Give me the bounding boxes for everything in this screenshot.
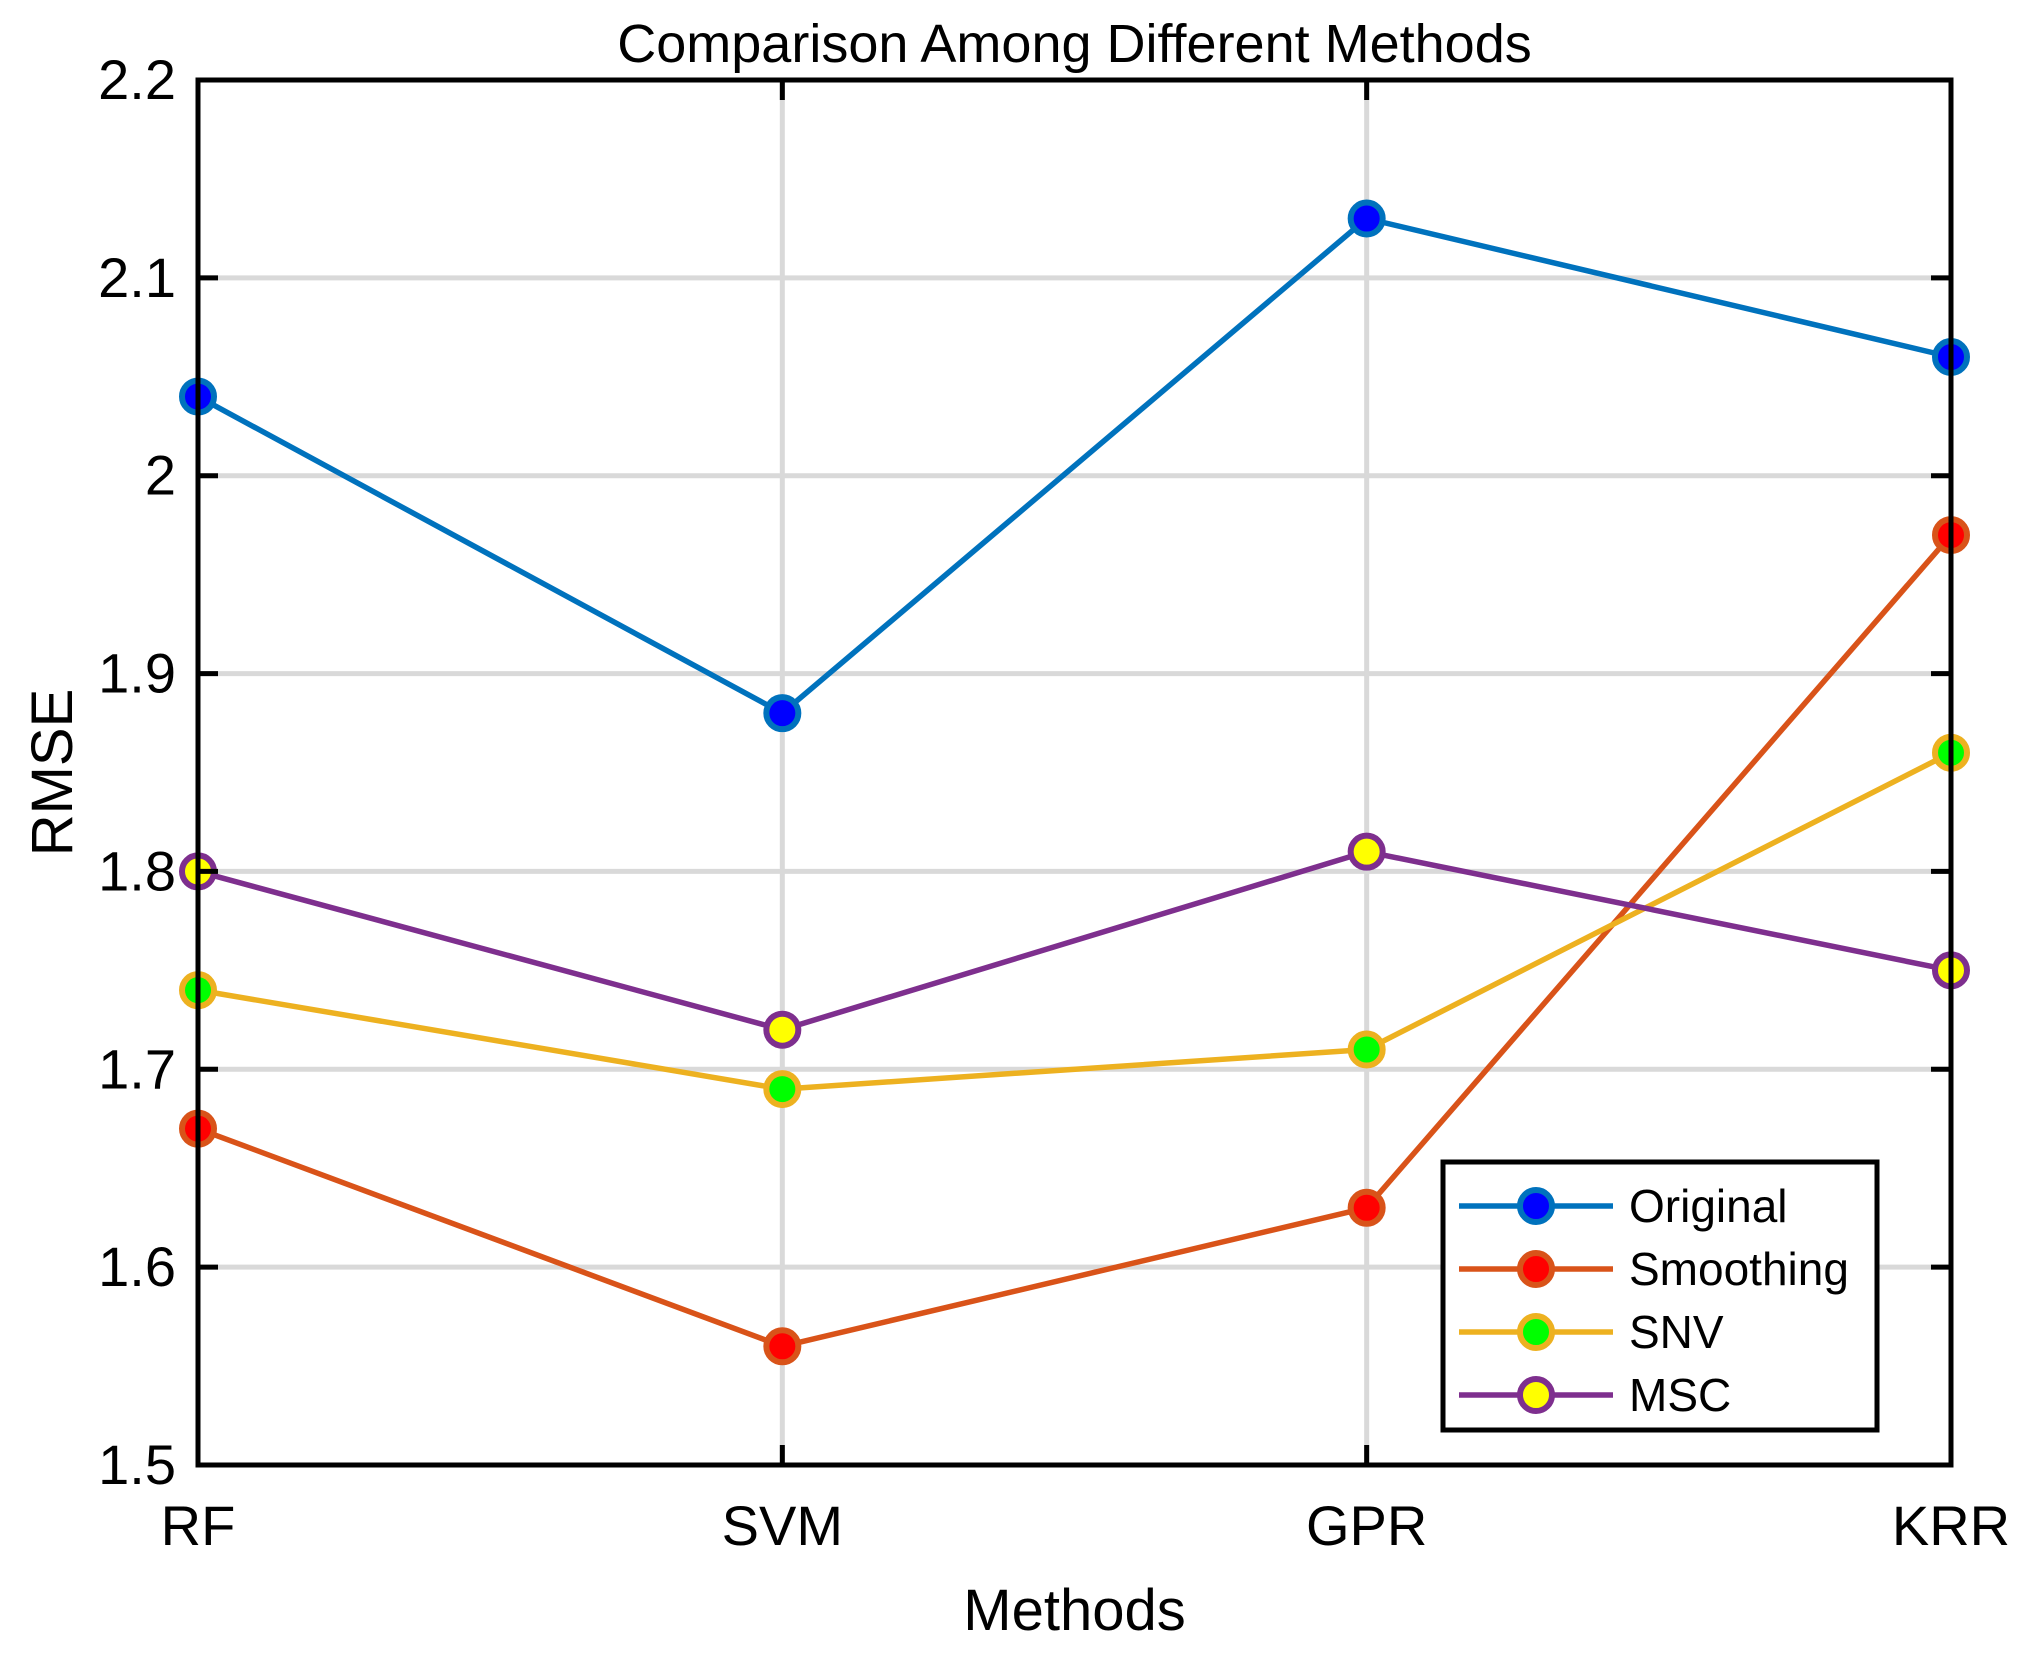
x-axis-title: Methods [963,1578,1185,1643]
series-line-original [196,215,1952,716]
data-point-snv [1347,1030,1386,1069]
y-tick-label: 1.7 [98,1037,176,1100]
legend-label-smoothing: Smoothing [1629,1243,1849,1295]
series-line-smoothing [197,533,1954,1350]
y-axis-title: RMSE [20,689,85,857]
legend: Original Smoothing SNV MSC [1440,1159,1880,1433]
axes-group [195,77,1954,1468]
series-line-msc [197,848,1952,1033]
y-tick-label: 1.5 [98,1433,176,1496]
data-point-snv [763,1070,802,1109]
y-tick-label: 1.9 [98,642,176,705]
legend-swatch-marker [1517,1187,1555,1225]
legend-label-snv: SNV [1629,1306,1724,1358]
y-tick-label: 2 [145,444,176,507]
data-point-smoothing [763,1327,802,1366]
y-tick-label: 1.8 [98,839,176,902]
y-tick-label: 1.6 [98,1235,176,1298]
plot-frame [195,77,1954,1468]
y-tick-label: 2.2 [98,48,176,111]
x-tick-label: SVM [722,1494,843,1557]
y-tick-label: 2.1 [98,246,176,309]
axis-labels-group: 1.5 1.6 1.7 1.8 1.9 2 2.1 2.2 RF SVM GPR KRR Compari… [20,14,2010,1643]
data-point-original [763,694,802,733]
data-point-original [1347,199,1386,238]
series-line-snv [197,750,1953,1092]
legend-swatch-marker [1517,1376,1555,1414]
data-point-smoothing [1347,1188,1386,1227]
x-tick-label: GPR [1306,1494,1427,1557]
data-point-msc [763,1010,802,1049]
data-point-msc [1347,832,1386,871]
legend-label-msc: MSC [1629,1369,1731,1421]
x-tick-label: KRR [1892,1494,2010,1557]
legend-swatch-marker [1517,1313,1555,1351]
legend-swatch-marker [1517,1250,1555,1288]
x-tick-label: RF [161,1494,236,1557]
chart-title: Comparison Among Different Methods [617,14,1531,74]
legend-label-original: Original [1629,1180,1788,1232]
